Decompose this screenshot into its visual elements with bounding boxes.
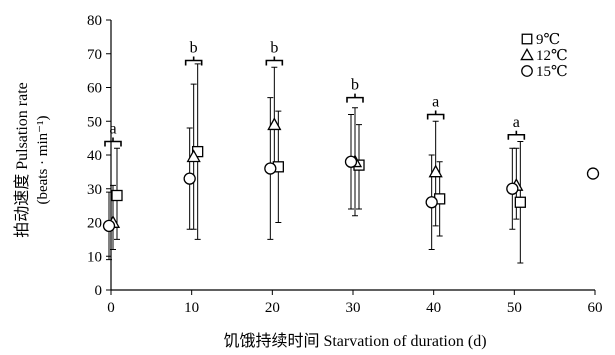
significance-letter: b <box>351 77 359 94</box>
significance-bracket <box>426 110 445 120</box>
legend-label: 12℃ <box>536 48 568 64</box>
significance-letter: b <box>190 40 198 57</box>
legend: 9℃12℃15℃ <box>520 32 568 80</box>
y-tick-label: 20 <box>87 216 102 232</box>
x-axis-label: 饥饿持续时间 Starvation of duration (d) <box>223 332 486 350</box>
x-tick-label: 0 <box>107 300 115 316</box>
data-point-circle <box>586 167 600 180</box>
chart-marks: a b b b a a <box>102 40 600 264</box>
x-tick-label: 50 <box>507 300 522 316</box>
data-point-circle <box>425 196 438 209</box>
data-point-triangle <box>428 164 443 178</box>
significance-bracket <box>507 130 526 140</box>
y-tick-label: 40 <box>87 148 102 164</box>
significance-bracket <box>184 56 203 66</box>
x-tick-label: 40 <box>426 300 441 316</box>
legend-marker-circle <box>521 65 533 77</box>
significance-bracket <box>265 56 284 66</box>
legend-marker-triangle <box>520 47 534 61</box>
y-tick-label: 10 <box>87 249 102 265</box>
y-tick-label: 80 <box>87 13 102 29</box>
legend-marker-square <box>521 33 533 45</box>
data-point-triangle <box>267 117 282 131</box>
data-point-circle <box>344 155 358 168</box>
significance-bracket <box>104 137 122 147</box>
legend-label: 15℃ <box>536 64 568 80</box>
legend-label: 9℃ <box>536 32 560 48</box>
x-tick-label: 20 <box>265 300 280 316</box>
data-point-triangle <box>186 149 201 163</box>
y-tick-label: 50 <box>87 114 102 130</box>
y-axis-unit: (beats · min⁻¹) <box>35 115 51 204</box>
x-tick-label: 60 <box>588 300 603 316</box>
y-tick-label: 30 <box>87 182 102 198</box>
x-tick-label: 30 <box>346 300 361 316</box>
significance-letter: a <box>432 94 439 111</box>
data-point-circle <box>264 162 277 175</box>
data-point-circle <box>102 219 116 233</box>
significance-bracket <box>346 93 364 103</box>
y-tick-label: 0 <box>95 283 103 299</box>
x-tick-label: 10 <box>184 300 199 316</box>
significance-letter: b <box>270 40 278 57</box>
y-tick-label: 60 <box>87 81 102 97</box>
y-tick-label: 70 <box>87 47 102 63</box>
significance-letter: a <box>109 121 116 138</box>
y-axis-label: 拍动速度 Pulsation rate <box>13 82 31 238</box>
data-point-circle <box>506 182 519 195</box>
data-point-circle <box>183 172 196 185</box>
axes: 0 10 20 30 40 50 60 70 80 0 10 20 30 40 50 60 <box>87 13 603 316</box>
data-point-square <box>514 196 526 208</box>
significance-letter: a <box>513 114 520 131</box>
data-point-square <box>111 189 123 202</box>
